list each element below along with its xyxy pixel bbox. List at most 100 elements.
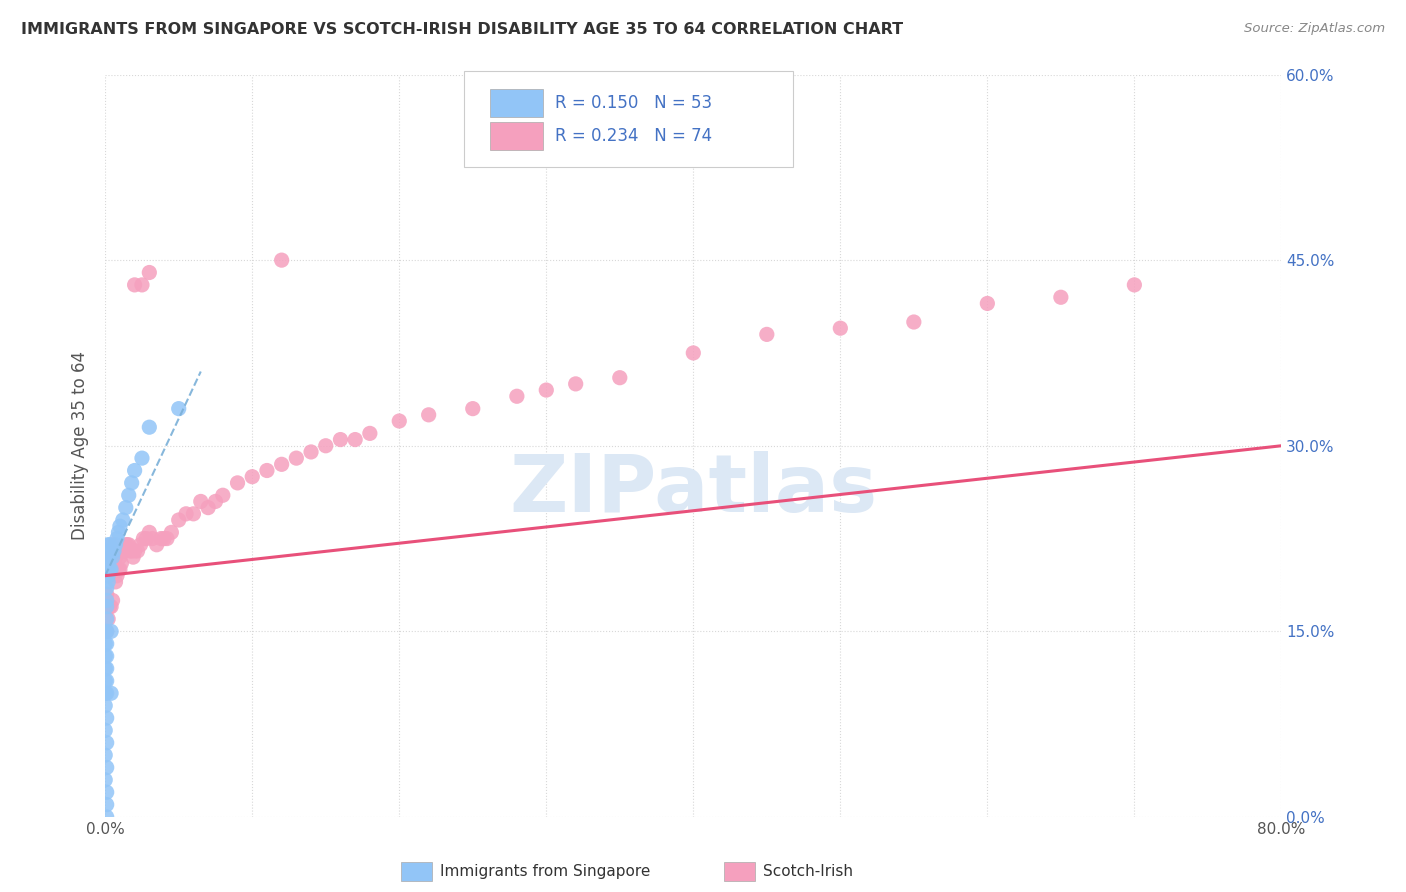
Point	[108, 550, 131, 565]
Point	[110, 557, 132, 571]
Point	[190, 494, 212, 508]
Point	[98, 599, 121, 614]
Point	[103, 562, 125, 576]
Point	[108, 519, 131, 533]
Point	[755, 327, 778, 342]
Point	[256, 463, 278, 477]
Point	[96, 593, 118, 607]
Point	[96, 587, 118, 601]
Point	[112, 544, 135, 558]
Point	[96, 686, 118, 700]
Point	[135, 532, 157, 546]
Point	[138, 266, 160, 280]
Point	[197, 500, 219, 515]
Point	[240, 469, 263, 483]
Point	[183, 507, 205, 521]
Point	[132, 532, 155, 546]
Point	[100, 550, 122, 565]
Text: ZIPatlas: ZIPatlas	[509, 451, 877, 529]
Text: R = 0.150   N = 53: R = 0.150 N = 53	[554, 94, 711, 112]
Point	[118, 488, 141, 502]
Point	[124, 463, 146, 477]
Point	[131, 277, 153, 292]
Point	[121, 544, 143, 558]
Point	[98, 550, 121, 565]
Y-axis label: Disability Age 35 to 64: Disability Age 35 to 64	[72, 351, 89, 541]
Point	[94, 772, 117, 787]
Point	[107, 562, 129, 576]
Point	[97, 574, 120, 589]
Point	[94, 637, 117, 651]
Point	[94, 723, 117, 738]
Point	[104, 538, 127, 552]
Point	[105, 532, 128, 546]
Point	[96, 581, 118, 595]
Text: Scotch-Irish: Scotch-Irish	[763, 864, 853, 879]
Point	[285, 451, 308, 466]
Text: IMMIGRANTS FROM SINGAPORE VS SCOTCH-IRISH DISABILITY AGE 35 TO 64 CORRELATION CH: IMMIGRANTS FROM SINGAPORE VS SCOTCH-IRIS…	[21, 22, 903, 37]
Point	[96, 760, 118, 774]
Point	[100, 599, 122, 614]
Point	[94, 686, 117, 700]
Point	[97, 550, 120, 565]
Point	[270, 458, 292, 472]
Point	[111, 513, 134, 527]
FancyBboxPatch shape	[464, 70, 793, 168]
Point	[120, 544, 142, 558]
Point	[94, 624, 117, 639]
Point	[903, 315, 925, 329]
Point	[204, 494, 226, 508]
Point	[94, 698, 117, 713]
Point	[174, 507, 197, 521]
Point	[105, 544, 128, 558]
Point	[138, 420, 160, 434]
Point	[96, 673, 118, 688]
Point	[329, 433, 352, 447]
Point	[226, 475, 249, 490]
Point	[100, 624, 122, 639]
Point	[96, 612, 118, 626]
Point	[145, 538, 167, 552]
Point	[96, 624, 118, 639]
Point	[101, 550, 124, 565]
Point	[315, 439, 337, 453]
Text: Source: ZipAtlas.com: Source: ZipAtlas.com	[1244, 22, 1385, 36]
Point	[96, 810, 118, 824]
Point	[124, 544, 146, 558]
Point	[138, 525, 160, 540]
Point	[96, 711, 118, 725]
Point	[160, 525, 183, 540]
Point	[104, 550, 127, 565]
Point	[359, 426, 381, 441]
Point	[97, 568, 120, 582]
Point	[98, 562, 121, 576]
Point	[111, 544, 134, 558]
Point	[105, 568, 128, 582]
Point	[418, 408, 440, 422]
Point	[299, 445, 322, 459]
Point	[122, 550, 145, 565]
Point	[96, 785, 118, 799]
Point	[124, 277, 146, 292]
Point	[104, 574, 127, 589]
Point	[121, 475, 143, 490]
Point	[167, 513, 190, 527]
Point	[107, 525, 129, 540]
Point	[96, 599, 118, 614]
Point	[94, 661, 117, 675]
Point	[118, 538, 141, 552]
Point	[94, 649, 117, 664]
Point	[536, 383, 558, 397]
Point	[141, 532, 163, 546]
FancyBboxPatch shape	[489, 122, 543, 150]
Point	[98, 562, 121, 576]
Point	[96, 649, 118, 664]
Point	[461, 401, 484, 416]
Point	[682, 346, 704, 360]
Point	[96, 736, 118, 750]
Point	[108, 562, 131, 576]
Text: R = 0.234   N = 74: R = 0.234 N = 74	[554, 128, 711, 145]
Point	[101, 538, 124, 552]
Point	[211, 488, 233, 502]
Point	[100, 686, 122, 700]
